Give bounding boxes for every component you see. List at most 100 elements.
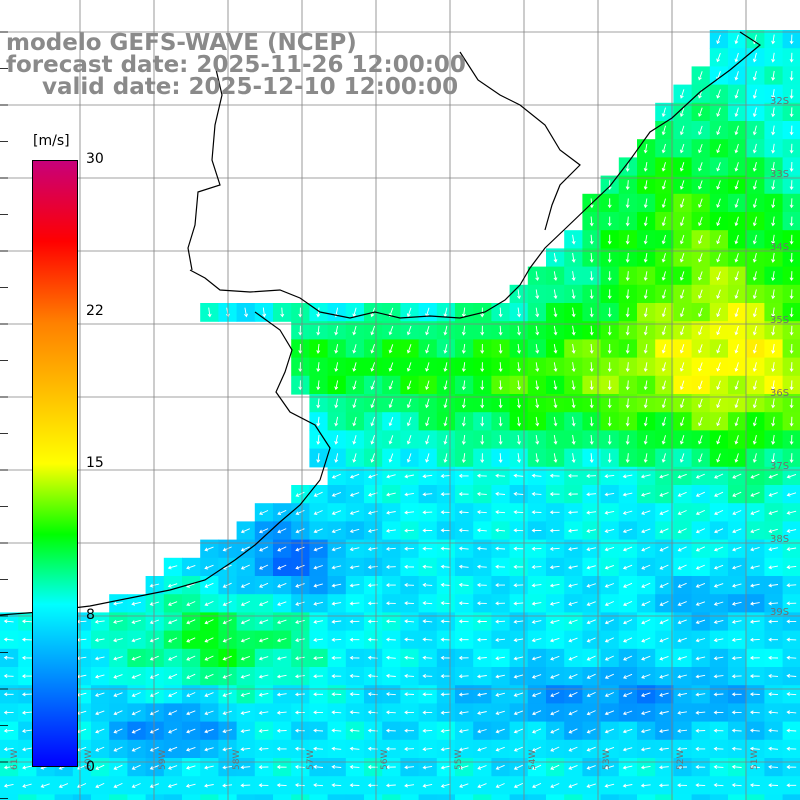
wind-arrow: [713, 546, 724, 552]
wind-arrow: [641, 546, 651, 552]
wind-arrow: [659, 528, 669, 534]
wind-arrow: [789, 271, 794, 282]
wind-arrow: [480, 325, 485, 336]
wind-arrow: [186, 710, 196, 716]
wind-arrow: [498, 325, 503, 336]
wind-arrow: [535, 271, 540, 281]
wind-speed-cell: [709, 794, 729, 800]
wind-arrow: [222, 692, 232, 697]
wind-arrow: [94, 638, 105, 643]
wind-arrow: [404, 510, 415, 515]
wind-arrow: [259, 582, 269, 588]
wind-speed-cell: [436, 794, 456, 800]
wind-arrow: [149, 673, 159, 679]
forecast-date: forecast date: 2025-11-26 12:00:00: [6, 52, 466, 78]
wind-arrow: [659, 546, 669, 552]
wind-arrow: [716, 453, 721, 463]
wind-arrow: [622, 528, 633, 534]
wind-arrow: [713, 783, 724, 788]
wind-arrow: [513, 473, 524, 478]
wind-arrow: [422, 637, 433, 642]
wind-arrow: [659, 692, 669, 697]
wind-arrow: [768, 692, 779, 697]
wind-arrow: [731, 764, 742, 769]
wind-arrow: [425, 398, 430, 409]
wind-arrow: [422, 582, 433, 587]
wind-arrow: [535, 380, 540, 391]
wind-arrow: [113, 692, 123, 697]
wind-speed-cell: [764, 794, 784, 800]
wind-arrow: [440, 783, 451, 788]
wind-arrow: [480, 380, 485, 391]
wind-arrow: [331, 601, 342, 606]
wind-arrow: [240, 765, 251, 770]
wind-arrow: [713, 674, 724, 679]
wind-arrow: [531, 601, 542, 606]
wind-arrow: [625, 398, 630, 409]
wind-arrow: [461, 343, 466, 354]
wind-arrow: [476, 583, 487, 587]
wind-arrow: [604, 637, 614, 643]
wind-arrow: [771, 289, 776, 300]
wind-arrow: [240, 546, 250, 552]
wind-arrow: [458, 637, 469, 642]
wind-arrow: [535, 362, 540, 372]
wind-arrow: [531, 619, 542, 624]
wind-arrow: [604, 765, 615, 770]
wind-arrow: [714, 491, 724, 497]
wind-arrow: [294, 728, 305, 733]
wind-arrow: [768, 637, 778, 642]
wind-arrow: [334, 344, 339, 354]
wind-arrow: [535, 289, 540, 300]
wind-arrow: [513, 546, 524, 551]
wind-arrow: [331, 728, 342, 733]
wind-arrow: [679, 398, 685, 409]
wind-arrow: [495, 528, 506, 533]
wind-arrow: [167, 565, 178, 570]
wind-arrow: [313, 491, 323, 497]
wind-arrow: [604, 546, 615, 552]
wind-arrow: [768, 655, 779, 660]
wind-arrow: [732, 528, 742, 534]
wind-arrow: [495, 656, 505, 661]
wind-arrow: [440, 655, 451, 660]
wind-arrow: [313, 546, 323, 552]
wind-arrow: [553, 344, 558, 354]
wind-arrow: [604, 783, 615, 788]
wind-speed-cell: [109, 794, 128, 800]
wind-arrow: [458, 619, 469, 624]
wind-arrow: [567, 492, 578, 497]
wind-arrow: [625, 216, 630, 227]
wind-arrow: [698, 180, 703, 190]
wind-arrow: [385, 528, 396, 533]
wind-arrow: [771, 398, 776, 409]
wind-arrow: [313, 674, 324, 679]
wind-arrow: [388, 344, 394, 354]
latitude-label: 33S: [770, 169, 789, 180]
wind-arrow: [786, 765, 797, 770]
wind-arrow: [294, 692, 305, 697]
wind-speed-cell: [163, 794, 183, 800]
wind-arrow: [240, 637, 251, 643]
wind-arrow: [568, 583, 578, 588]
wind-arrow: [716, 52, 721, 63]
wind-arrow: [404, 783, 415, 788]
wind-arrow: [204, 765, 214, 770]
wind-arrow: [714, 509, 724, 516]
wind-arrow: [168, 673, 178, 679]
wind-arrow: [498, 453, 503, 464]
wind-arrow: [625, 453, 630, 464]
wind-arrow: [298, 307, 303, 318]
wind-arrow: [679, 180, 685, 190]
border-uruguay-brazil: [459, 51, 581, 231]
wind-arrow: [458, 655, 469, 660]
wind-arrow: [734, 34, 739, 45]
wind-arrow: [222, 600, 232, 607]
wind-arrow: [695, 546, 705, 552]
wind-arrow: [625, 234, 630, 245]
wind-arrow: [698, 253, 703, 263]
wind-arrow: [643, 216, 648, 227]
wind-arrow: [589, 453, 594, 464]
wind-arrow: [589, 289, 594, 300]
wind-arrow: [677, 783, 688, 788]
